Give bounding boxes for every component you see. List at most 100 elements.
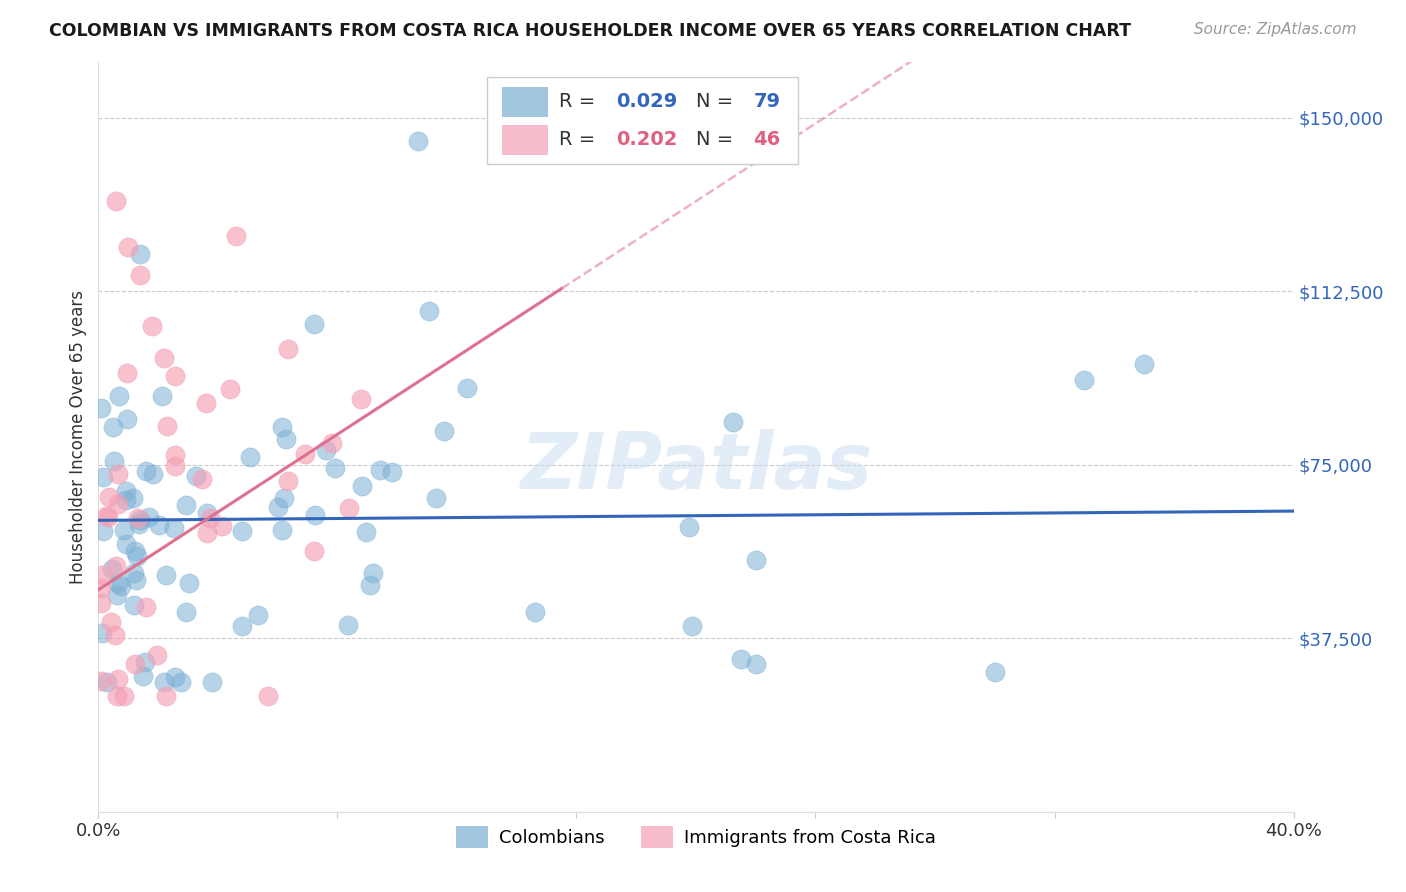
Point [359,578,381,592]
Point [122,491,145,505]
Point [350,392,373,407]
Point [211,518,233,533]
Point [96,675,118,690]
Point [91,469,114,483]
Text: COLOMBIAN VS IMMIGRANTS FROM COSTA RICA HOUSEHOLDER INCOME OVER 65 YEARS CORRELA: COLOMBIAN VS IMMIGRANTS FROM COSTA RICA … [49,22,1132,40]
Point [418,304,440,318]
Point [124,598,146,612]
Point [352,479,374,493]
Point [231,619,253,633]
Point [271,420,294,434]
Point [129,268,152,283]
Point [201,675,224,690]
Point [730,652,752,666]
Point [114,523,136,537]
Point [107,389,129,403]
Point [239,450,262,464]
Point [165,670,187,684]
Point [273,491,295,505]
Point [266,500,288,514]
Point [90,401,112,416]
Point [124,566,146,580]
Point [115,493,138,508]
Text: Source: ZipAtlas.com: Source: ZipAtlas.com [1194,22,1357,37]
Point [135,599,157,614]
Point [231,524,253,538]
Point [177,576,200,591]
Point [274,432,297,446]
Point [277,342,299,356]
Point [110,579,132,593]
Point [195,506,218,520]
Point [163,369,186,384]
Bar [502,125,548,154]
Point [354,525,377,540]
Point [127,549,149,563]
Point [127,511,149,525]
Point [425,491,447,506]
Point [270,523,292,537]
Point [163,448,186,462]
Point [90,673,112,688]
Point [148,517,170,532]
Point [984,665,1007,680]
Point [90,596,112,610]
Point [115,412,138,426]
Point [128,516,150,531]
Point [138,509,160,524]
Text: ZIPatlas: ZIPatlas [520,429,872,505]
Text: 0.029: 0.029 [616,92,678,111]
Point [361,566,384,581]
Point [433,425,456,439]
Point [323,460,346,475]
Point [294,447,316,461]
Point [107,576,129,591]
Point [105,194,128,209]
Point [163,521,186,535]
Point [98,490,121,504]
Point [337,500,360,515]
Point [101,419,124,434]
Point [101,562,124,576]
Point [142,467,165,481]
Point [129,513,152,527]
Text: 0.202: 0.202 [616,130,678,149]
Point [195,526,218,541]
Point [198,510,221,524]
Point [277,474,299,488]
Point [381,465,404,479]
Point [115,483,138,498]
Point [91,524,114,539]
Point [105,588,128,602]
Text: 46: 46 [754,130,780,149]
Point [152,389,174,403]
Point [745,657,768,671]
Point [155,689,177,703]
Point [681,618,703,632]
Point [105,559,128,574]
Point [153,351,176,366]
Point [91,568,114,582]
Point [141,319,163,334]
Point [336,618,359,632]
Point [368,462,391,476]
Point [114,689,136,703]
Point [90,581,112,595]
Point [146,648,169,662]
Legend: Colombians, Immigrants from Costa Rica: Colombians, Immigrants from Costa Rica [449,819,943,855]
Point [128,247,150,261]
Point [678,520,700,534]
Point [107,672,129,686]
Point [131,669,153,683]
Point [406,134,429,148]
Point [1133,357,1156,371]
Point [184,469,207,483]
Point [105,689,128,703]
Point [135,464,157,478]
Point [153,675,176,690]
Point [304,508,326,522]
Text: R =: R = [558,130,600,149]
Point [321,435,343,450]
Point [156,418,179,433]
Point [94,508,117,523]
